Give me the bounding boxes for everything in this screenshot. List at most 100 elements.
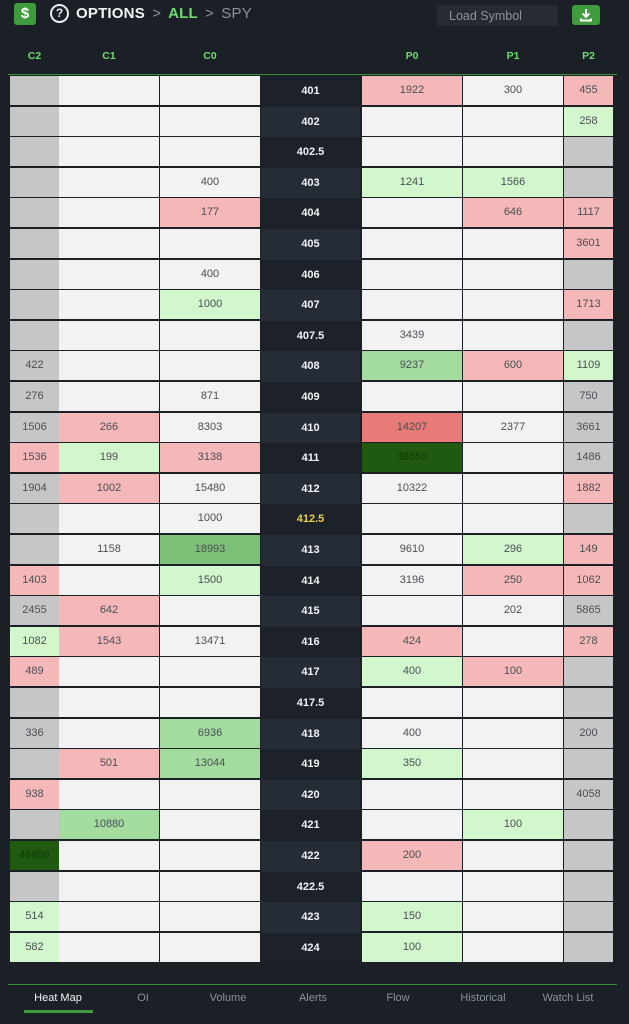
heat-cell-c0[interactable]: 1000	[160, 290, 260, 320]
heat-cell-c0[interactable]	[160, 320, 260, 350]
heat-cell-c0[interactable]: 1000	[160, 504, 260, 534]
tab-watch-list[interactable]: Watch List	[542, 992, 594, 1004]
heat-cell-c0[interactable]: 177	[160, 198, 260, 228]
heat-cell-p1[interactable]	[463, 688, 563, 717]
heat-cell-p2[interactable]: 455	[564, 76, 613, 105]
heat-cell-p1[interactable]	[463, 841, 563, 870]
heat-cell-c0[interactable]	[160, 779, 260, 809]
heat-cell-p0[interactable]: 400	[362, 657, 462, 687]
heat-cell-c2[interactable]	[10, 229, 59, 258]
heat-cell-c0[interactable]: 13471	[160, 626, 260, 656]
heat-cell-p1[interactable]	[463, 718, 563, 748]
heat-cell-p1[interactable]	[463, 137, 563, 167]
heat-cell-c1[interactable]	[59, 106, 159, 136]
heat-cell-p1[interactable]	[463, 229, 563, 258]
heat-cell-p1[interactable]	[463, 932, 563, 962]
heat-cell-p1[interactable]	[463, 259, 563, 289]
heat-cell-c1[interactable]	[59, 229, 159, 258]
tab-alerts[interactable]: Alerts	[298, 992, 328, 1004]
heat-cell-p2[interactable]: 149	[564, 535, 613, 564]
heat-cell-p2[interactable]: 3661	[564, 412, 613, 442]
heat-cell-p0[interactable]	[362, 779, 462, 809]
tab-oi[interactable]: OI	[137, 992, 149, 1004]
heat-cell-p2[interactable]	[564, 810, 613, 840]
heat-cell-p2[interactable]: 278	[564, 626, 613, 656]
heat-cell-c2[interactable]: 1506	[10, 412, 59, 442]
heat-cell-p1[interactable]	[463, 749, 563, 779]
heat-cell-c2[interactable]: 1904	[10, 473, 59, 503]
heat-cell-c1[interactable]	[59, 565, 159, 595]
heat-cell-c2[interactable]	[10, 535, 59, 564]
heat-cell-c2[interactable]	[10, 871, 59, 901]
heat-cell-c1[interactable]	[59, 351, 159, 381]
heat-cell-c1[interactable]	[59, 688, 159, 717]
heat-cell-c1[interactable]	[59, 871, 159, 901]
heat-cell-c2[interactable]: 582	[10, 932, 59, 962]
heat-cell-c2[interactable]	[10, 106, 59, 136]
heat-cell-c1[interactable]: 501	[59, 749, 159, 779]
heat-cell-p1[interactable]: 1566	[463, 167, 563, 197]
heat-cell-p0[interactable]	[362, 504, 462, 534]
tab-heat-map[interactable]: Heat Map	[34, 992, 82, 1004]
heat-cell-c0[interactable]	[160, 688, 260, 717]
heat-cell-p1[interactable]	[463, 626, 563, 656]
heat-cell-c2[interactable]	[10, 137, 59, 167]
heat-cell-p0[interactable]: 38550	[362, 443, 462, 473]
heat-cell-p1[interactable]: 250	[463, 565, 563, 595]
heat-cell-c2[interactable]	[10, 198, 59, 228]
heat-cell-p2[interactable]	[564, 320, 613, 350]
heat-cell-c2[interactable]	[10, 290, 59, 320]
heat-cell-c1[interactable]: 642	[59, 596, 159, 626]
heat-cell-p1[interactable]: 600	[463, 351, 563, 381]
heat-cell-p1[interactable]	[463, 290, 563, 320]
heat-cell-c0[interactable]: 18993	[160, 535, 260, 564]
heat-cell-p1[interactable]: 202	[463, 596, 563, 626]
heat-cell-p1[interactable]: 100	[463, 810, 563, 840]
tab-flow[interactable]: Flow	[386, 992, 410, 1004]
breadcrumb-options[interactable]: OPTIONS	[76, 5, 145, 22]
heat-cell-c0[interactable]	[160, 657, 260, 687]
heat-cell-c2[interactable]: 489	[10, 657, 59, 687]
heat-cell-p2[interactable]: 1062	[564, 565, 613, 595]
heat-cell-p2[interactable]	[564, 749, 613, 779]
heat-cell-c0[interactable]	[160, 841, 260, 870]
heat-cell-c0[interactable]: 400	[160, 167, 260, 197]
heat-cell-c0[interactable]	[160, 596, 260, 626]
heat-cell-p1[interactable]	[463, 443, 563, 473]
heat-cell-c2[interactable]: 46896	[10, 841, 59, 870]
heat-cell-c0[interactable]: 15480	[160, 473, 260, 503]
heat-cell-c1[interactable]	[59, 320, 159, 350]
heat-cell-c2[interactable]: 422	[10, 351, 59, 381]
heat-cell-c2[interactable]: 336	[10, 718, 59, 748]
heat-cell-p0[interactable]	[362, 106, 462, 136]
heat-cell-p2[interactable]: 5865	[564, 596, 613, 626]
heat-cell-p1[interactable]	[463, 106, 563, 136]
heat-cell-p2[interactable]	[564, 137, 613, 167]
heat-cell-c1[interactable]	[59, 167, 159, 197]
heat-cell-c1[interactable]: 266	[59, 412, 159, 442]
heat-cell-c0[interactable]: 871	[160, 382, 260, 411]
heat-cell-c0[interactable]	[160, 106, 260, 136]
heat-cell-p0[interactable]: 1241	[362, 167, 462, 197]
heat-cell-c2[interactable]	[10, 259, 59, 289]
heat-cell-p1[interactable]	[463, 902, 563, 932]
heat-cell-p0[interactable]: 1922	[362, 76, 462, 105]
heat-cell-p2[interactable]	[564, 688, 613, 717]
heat-cell-c2[interactable]	[10, 320, 59, 350]
heat-cell-c1[interactable]	[59, 76, 159, 105]
heat-cell-c1[interactable]	[59, 779, 159, 809]
heat-cell-p2[interactable]: 1109	[564, 351, 613, 381]
heat-cell-c1[interactable]	[59, 504, 159, 534]
heat-cell-c2[interactable]: 276	[10, 382, 59, 411]
heat-cell-c1[interactable]: 10880	[59, 810, 159, 840]
heat-cell-p0[interactable]: 10322	[362, 473, 462, 503]
heat-cell-c2[interactable]: 938	[10, 779, 59, 809]
heat-cell-p2[interactable]: 258	[564, 106, 613, 136]
heat-cell-p0[interactable]: 350	[362, 749, 462, 779]
heat-cell-c2[interactable]	[10, 76, 59, 105]
heat-cell-p2[interactable]	[564, 504, 613, 534]
help-icon[interactable]: ?	[50, 4, 69, 23]
heat-cell-p0[interactable]: 400	[362, 718, 462, 748]
heat-cell-p2[interactable]	[564, 167, 613, 197]
heat-cell-p0[interactable]: 424	[362, 626, 462, 656]
